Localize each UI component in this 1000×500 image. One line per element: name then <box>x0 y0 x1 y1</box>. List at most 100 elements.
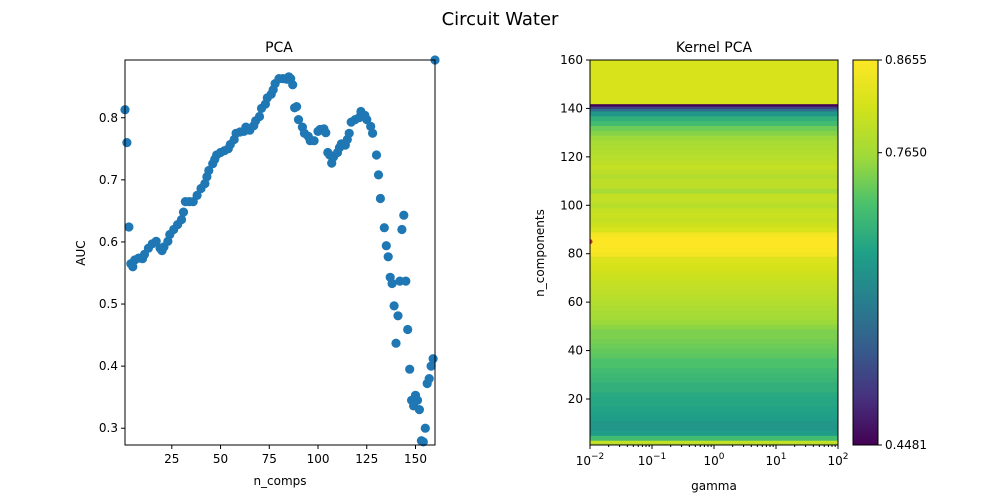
kpca-x-tick-label: 10−1 <box>638 452 667 468</box>
kpca-x-tick-exp: 2 <box>843 452 849 462</box>
kpca-y-tick-label: 80 <box>568 247 583 261</box>
pca-point <box>379 223 389 233</box>
kpca-band <box>590 396 838 403</box>
kpca-band <box>590 115 838 122</box>
kpca-band <box>590 328 838 335</box>
kpca-band <box>590 217 838 223</box>
kpca-x-tick-exp: 0 <box>719 452 725 462</box>
pca-point <box>371 150 382 160</box>
colorbar-gradient <box>852 59 879 446</box>
pca-x-axis: 25 50 75 100 125 150 <box>164 445 427 466</box>
pca-point <box>122 138 132 148</box>
kpca-y-tick-label: 100 <box>560 198 583 212</box>
kpca-x-tick-base: 10 <box>827 454 842 468</box>
kpca-ylabel: n_components <box>533 209 547 297</box>
pca-y-tick-label: 0.3 <box>99 421 118 435</box>
kpca-band <box>590 415 838 422</box>
kpca-band <box>590 154 838 160</box>
kpca-band <box>590 130 838 136</box>
kpca-x-tick-exp: 1 <box>781 452 787 462</box>
pca-x-tick-label: 25 <box>164 452 179 466</box>
kpca-x-axis: 10−2 10−1 100 101 102 <box>576 445 849 468</box>
kpca-band <box>590 108 838 112</box>
pca-point <box>176 215 187 225</box>
kpca-band <box>590 435 838 441</box>
kpca-band <box>590 236 838 243</box>
pca-point <box>373 170 384 180</box>
kpca-y-tick-label: 60 <box>568 295 583 309</box>
pca-points <box>120 55 440 447</box>
pca-point <box>401 276 411 286</box>
kpca-band <box>590 173 838 180</box>
kpca-heatmap <box>590 60 838 445</box>
pca-point <box>321 128 331 138</box>
kpca-band <box>590 299 838 306</box>
kpca-band <box>590 164 838 170</box>
kpca-band <box>590 60 838 105</box>
pca-title: PCA <box>265 40 293 56</box>
pca-point <box>368 128 378 138</box>
kpca-band <box>590 227 838 233</box>
pca-x-tick-label: 125 <box>355 452 378 466</box>
kpca-band <box>590 309 838 315</box>
kpca-band <box>590 348 838 354</box>
pca-point <box>420 423 430 433</box>
pca-point <box>389 301 399 311</box>
pca-point <box>393 311 403 321</box>
kpca-band <box>590 256 838 262</box>
kpca-band <box>590 159 838 165</box>
kpca-y-tick-label: 120 <box>560 150 583 164</box>
kpca-band <box>590 411 838 417</box>
pca-point <box>192 190 202 200</box>
kpca-band <box>590 231 838 238</box>
kpca-band <box>590 106 838 110</box>
kpca-band <box>590 442 838 445</box>
kpca-band <box>590 270 838 277</box>
kpca-x-tick-label: 100 <box>703 452 724 468</box>
pca-point <box>391 338 401 348</box>
pca-y-axis: 0.3 0.4 0.5 0.6 0.7 0.8 <box>99 111 125 435</box>
pca-point <box>366 121 376 131</box>
kpca-x-tick-base: 10 <box>576 454 591 468</box>
kpca-band <box>590 135 838 141</box>
kpca-band <box>590 149 838 156</box>
pca-ylabel: AUC <box>74 240 88 265</box>
pca-x-tick-label: 75 <box>262 452 277 466</box>
kpca-band <box>590 357 838 364</box>
kpca-band <box>590 120 838 126</box>
pca-point <box>178 207 189 217</box>
kpca-band <box>590 202 838 209</box>
kpca-band <box>590 285 838 291</box>
kpca-band <box>590 401 838 407</box>
kpca-band <box>590 125 838 131</box>
kpca-x-tick-exp: −2 <box>591 452 604 462</box>
kpca-band <box>590 251 838 257</box>
kpca-band <box>590 420 838 427</box>
pca-point <box>418 437 428 447</box>
colorbar-ticks: 0.4481 0.7650 0.8655 <box>878 53 927 452</box>
kpca-band <box>590 188 838 194</box>
pca-point <box>293 115 304 125</box>
pca-point <box>403 324 413 335</box>
pca-point <box>405 364 415 374</box>
pca-point <box>309 136 319 146</box>
kpca-band <box>590 343 838 349</box>
kpca-x-tick-base: 10 <box>765 454 780 468</box>
kpca-band <box>590 362 838 369</box>
pca-point <box>375 193 385 204</box>
kpca-band <box>590 323 838 330</box>
pca-point <box>399 210 409 220</box>
colorbar-tick-label: 0.4481 <box>885 438 927 452</box>
pca-point <box>200 179 210 189</box>
pca-x-tick-label: 100 <box>307 452 330 466</box>
pca-point <box>387 278 397 289</box>
pca-point <box>383 252 393 262</box>
kpca-best-marker <box>590 239 593 245</box>
kpca-band <box>590 222 838 228</box>
pca-x-tick-label: 50 <box>213 452 228 466</box>
pca-point <box>292 102 302 112</box>
kpca-x-tick-base: 10 <box>703 454 718 468</box>
pca-point <box>344 128 354 138</box>
pca-point <box>124 222 134 232</box>
